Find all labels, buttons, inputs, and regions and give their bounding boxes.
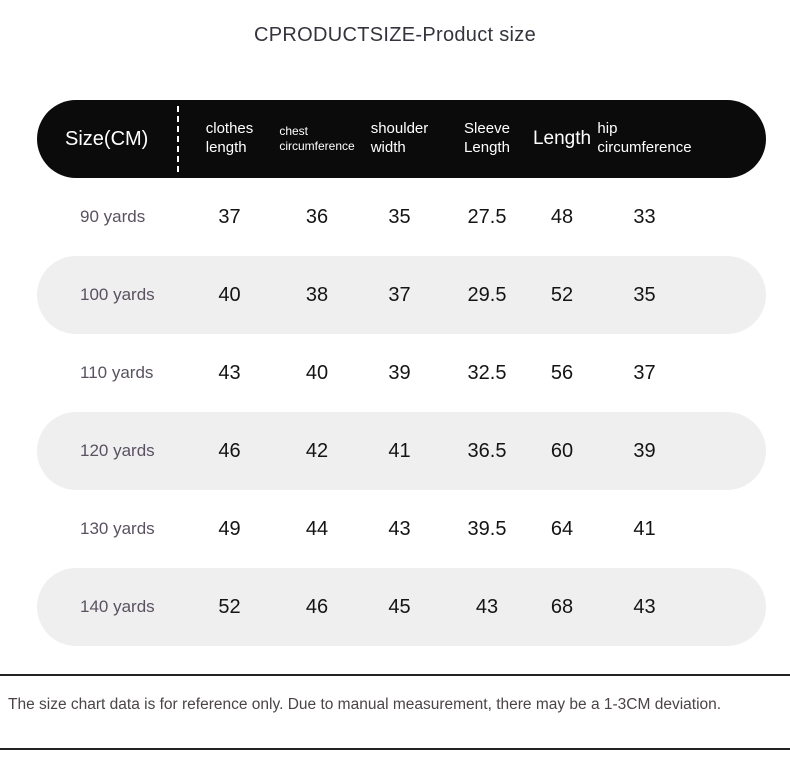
footer-divider-bottom bbox=[0, 748, 790, 750]
row-size-label: 90 yards bbox=[80, 207, 146, 226]
header-line: circumference bbox=[279, 139, 355, 153]
value-cell: 36.5 bbox=[467, 439, 507, 462]
value-cell: 46 bbox=[218, 439, 241, 462]
value-cell: 39 bbox=[388, 361, 411, 384]
value-cell: 56 bbox=[550, 361, 574, 384]
value-cell: 60 bbox=[550, 439, 574, 462]
header-size-cm: Size(CM) bbox=[65, 127, 149, 150]
header-line: Sleeve bbox=[464, 120, 510, 138]
header-line: length bbox=[205, 139, 247, 156]
value-cell: 46 bbox=[305, 595, 329, 618]
value-cell: 43 bbox=[633, 595, 656, 618]
header-line: hip bbox=[597, 120, 618, 138]
footer-disclaimer: The size chart data is for reference onl… bbox=[8, 696, 722, 713]
table-row: 100 yards 40 38 37 29.5 52 35 bbox=[37, 256, 766, 334]
row-size-label: 140 yards bbox=[80, 597, 155, 616]
table-row: 110 yards 43 40 39 32.5 56 37 bbox=[37, 334, 766, 412]
header-line: chest bbox=[279, 124, 308, 138]
value-cell: 41 bbox=[388, 439, 411, 462]
page-title: CPRODUCTSIZE-Product size bbox=[254, 24, 536, 46]
dashed-column-divider bbox=[177, 106, 179, 172]
header-length: Length bbox=[532, 127, 592, 151]
header-line: width bbox=[370, 139, 406, 156]
header-sleeve-length: Sleeve Length bbox=[442, 120, 532, 158]
value-cell: 37 bbox=[218, 205, 241, 228]
row-size-label: 130 yards bbox=[80, 519, 155, 538]
header-line: Length bbox=[464, 139, 510, 156]
value-cell: 39 bbox=[633, 439, 656, 462]
value-cell: 52 bbox=[218, 595, 241, 618]
header-line: shoulder bbox=[370, 120, 429, 138]
table-row: 130 yards 49 44 43 39.5 64 41 bbox=[37, 490, 766, 568]
table-row: 140 yards 52 46 45 43 68 43 bbox=[37, 568, 766, 646]
row-size-label: 120 yards bbox=[80, 441, 155, 460]
header-line: clothes bbox=[205, 120, 254, 138]
table-row: 90 yards 37 36 35 27.5 48 33 bbox=[37, 178, 766, 256]
value-cell: 49 bbox=[218, 517, 241, 540]
value-cell: 41 bbox=[633, 517, 656, 540]
row-size-label: 110 yards bbox=[80, 363, 154, 382]
value-cell: 43 bbox=[388, 517, 411, 540]
value-cell: 35 bbox=[633, 283, 656, 306]
value-cell: 42 bbox=[305, 439, 329, 462]
value-cell: 40 bbox=[305, 361, 329, 384]
value-cell: 68 bbox=[550, 595, 574, 618]
value-cell: 38 bbox=[305, 283, 329, 306]
value-cell: 45 bbox=[388, 595, 411, 618]
header-line: Length bbox=[532, 128, 592, 150]
footer-divider-top bbox=[0, 674, 790, 676]
value-cell: 27.5 bbox=[467, 205, 507, 228]
value-cell: 40 bbox=[218, 283, 241, 306]
value-cell: 37 bbox=[388, 283, 411, 306]
header-line: circumference bbox=[597, 139, 692, 156]
value-cell: 44 bbox=[305, 517, 329, 540]
size-table: Size(CM) clothes length chest circumfere… bbox=[37, 100, 766, 646]
value-cell: 36 bbox=[305, 205, 329, 228]
value-cell: 29.5 bbox=[467, 283, 507, 306]
table-header-row: Size(CM) clothes length chest circumfere… bbox=[37, 100, 766, 178]
value-cell: 39.5 bbox=[467, 517, 507, 540]
header-hip-circumference: hip circumference bbox=[592, 120, 697, 158]
value-cell: 48 bbox=[550, 205, 574, 228]
value-cell: 64 bbox=[550, 517, 574, 540]
value-cell: 33 bbox=[633, 205, 656, 228]
header-shoulder-width: shoulder width bbox=[357, 120, 442, 158]
value-cell: 37 bbox=[633, 361, 656, 384]
value-cell: 52 bbox=[550, 283, 574, 306]
value-cell: 43 bbox=[218, 361, 241, 384]
row-size-label: 100 yards bbox=[80, 285, 155, 304]
table-row: 120 yards 46 42 41 36.5 60 39 bbox=[37, 412, 766, 490]
value-cell: 32.5 bbox=[467, 361, 507, 384]
value-cell: 43 bbox=[475, 595, 499, 618]
header-chest-circumference: chest circumference bbox=[277, 124, 357, 154]
value-cell: 35 bbox=[388, 205, 411, 228]
header-clothes-length: clothes length bbox=[182, 120, 277, 158]
